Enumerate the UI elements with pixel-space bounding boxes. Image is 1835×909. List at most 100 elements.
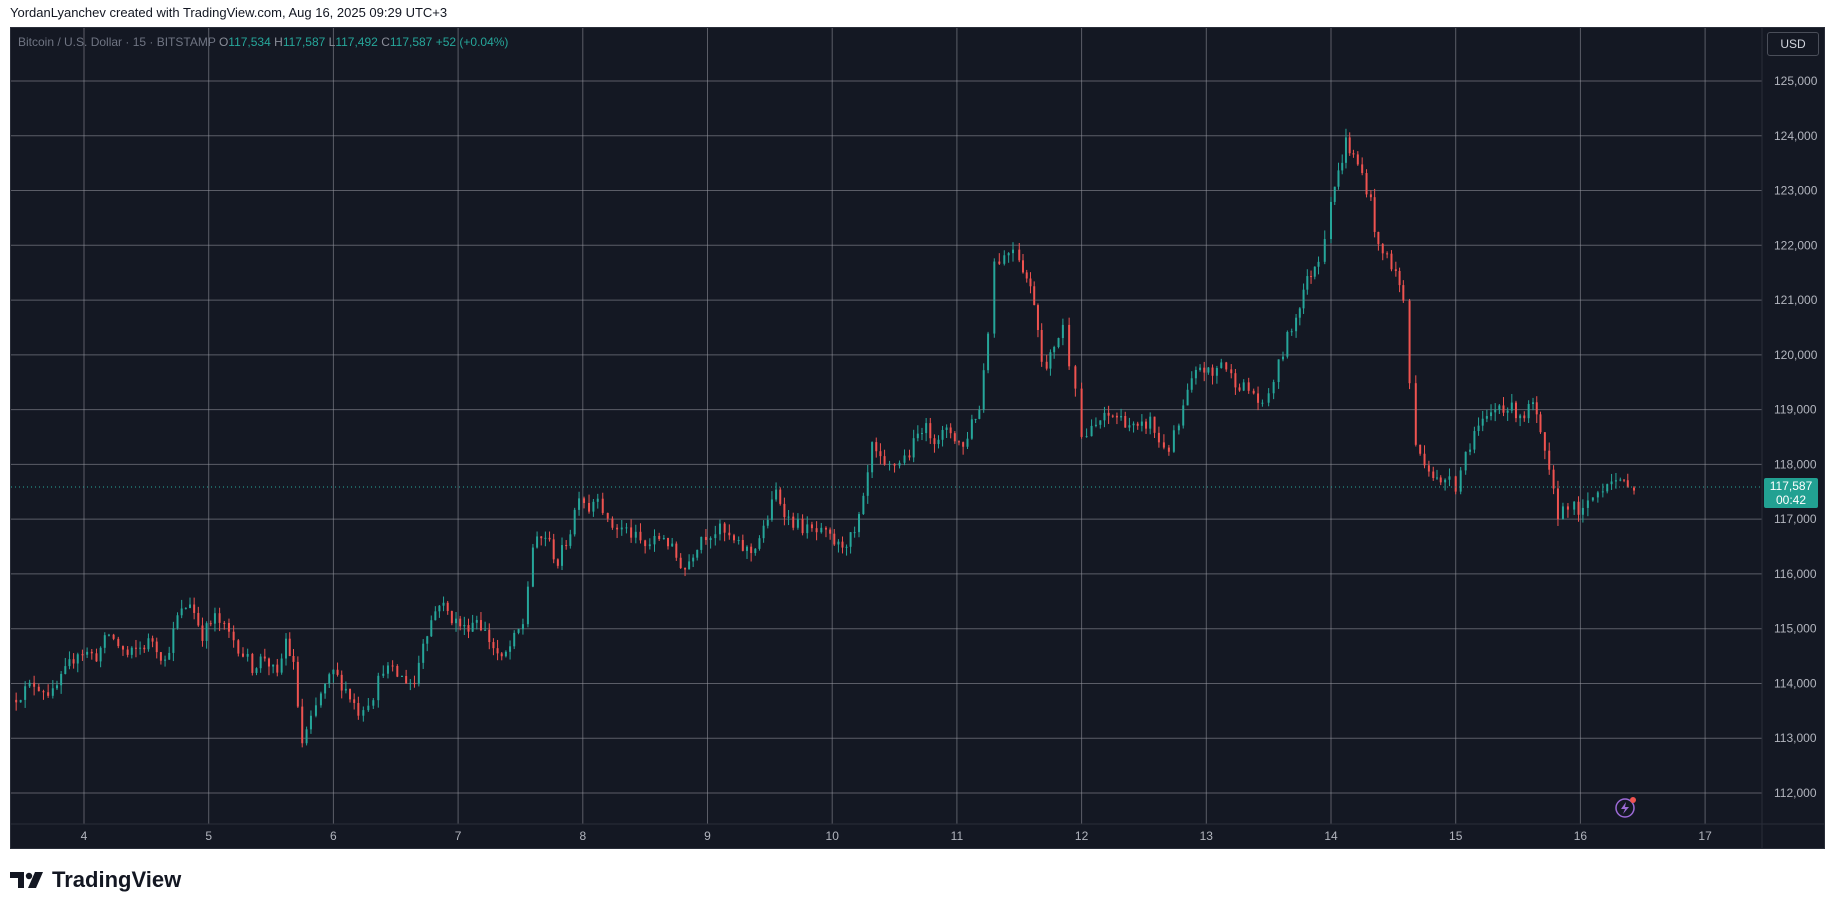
candle-body: [920, 433, 923, 435]
candle-body: [255, 668, 258, 673]
candle-body: [1423, 453, 1426, 466]
candle-body: [1074, 366, 1077, 389]
candle-body: [1591, 497, 1594, 501]
candle-body: [833, 533, 836, 545]
candle-body: [883, 456, 886, 465]
x-tick-label: 13: [1200, 829, 1214, 843]
candle-body: [556, 559, 559, 566]
candle-body: [1012, 249, 1015, 254]
candle-body: [1398, 270, 1401, 286]
candle-body: [871, 442, 874, 473]
candle-body: [362, 710, 365, 716]
candle-body: [386, 665, 389, 674]
candle-body: [1045, 361, 1048, 369]
candle-body: [143, 647, 146, 650]
candle-body: [1238, 387, 1241, 391]
overlay-layer: [11, 486, 1762, 818]
candle-body: [188, 604, 191, 608]
candle-body: [675, 543, 678, 558]
candle-body: [223, 622, 226, 624]
candle-body: [1527, 403, 1530, 419]
candle-body: [592, 501, 595, 512]
tradingview-logo[interactable]: TradingView: [10, 867, 181, 893]
candle-body: [718, 523, 721, 535]
candle-body: [500, 653, 503, 657]
candle-body: [783, 503, 786, 518]
currency-button[interactable]: USD: [1767, 32, 1819, 56]
candle-body: [1633, 487, 1636, 491]
x-tick-label: 12: [1075, 829, 1089, 843]
candle-body: [982, 370, 985, 410]
legend-open-key: O: [218, 35, 229, 49]
candle-body: [267, 658, 270, 667]
candle-body: [1361, 164, 1364, 174]
candle-body: [1225, 362, 1228, 370]
current-price-value: 117,587: [1769, 479, 1813, 493]
candle-body: [1459, 470, 1462, 492]
x-tick-label: 4: [81, 829, 88, 843]
candle-body: [1007, 253, 1010, 256]
candle-body: [1162, 442, 1165, 448]
candle-body: [513, 632, 516, 647]
candle-body: [1277, 359, 1280, 383]
candle-body: [1286, 331, 1289, 357]
candle-body: [438, 605, 441, 612]
y-tick-label: 122,000: [1774, 238, 1818, 252]
legend-low-value: 117,492: [335, 35, 378, 49]
legend-close-key: C: [381, 35, 390, 49]
candle-body: [64, 666, 67, 674]
candle-body: [1498, 405, 1501, 410]
candle-body: [1194, 369, 1197, 379]
candle-body: [916, 433, 919, 439]
candle-body: [849, 532, 852, 547]
candle-body: [276, 664, 279, 673]
candle-body: [700, 536, 703, 550]
candle-body: [218, 613, 221, 623]
candle-body: [1373, 197, 1376, 232]
candle-body: [357, 702, 360, 716]
candle-body: [504, 651, 507, 657]
candle-body: [81, 654, 84, 656]
candle-body: [796, 518, 799, 528]
candle-body: [47, 692, 50, 696]
candle-body: [653, 535, 656, 545]
legend-low-key: L: [328, 35, 336, 49]
candle-body: [962, 442, 965, 447]
candle-body: [353, 699, 356, 703]
candle-body: [671, 543, 674, 547]
candle-body: [662, 538, 665, 540]
candle-body: [775, 489, 778, 500]
candle-body: [314, 705, 317, 716]
candle-body: [1535, 402, 1538, 415]
candle-body: [531, 547, 534, 587]
candle-body: [1377, 231, 1380, 245]
candle-body: [1369, 194, 1372, 198]
candle-body: [1623, 479, 1626, 481]
candle-body: [1290, 331, 1293, 333]
candle-body: [1477, 425, 1480, 432]
candle-body: [288, 638, 291, 656]
candle-body: [1167, 447, 1170, 452]
y-tick-label: 118,000: [1774, 457, 1817, 471]
candle-body: [1464, 451, 1467, 471]
lightning-sparkle-icon: [1615, 797, 1636, 818]
candle-body: [1207, 367, 1210, 373]
candle-body: [409, 682, 412, 684]
candle-body: [737, 540, 740, 542]
x-tick-label: 10: [826, 829, 840, 843]
x-tick-label: 16: [1574, 829, 1588, 843]
candle-body: [1094, 424, 1097, 426]
candle-body: [569, 534, 572, 546]
legend-close-value: 117,587: [389, 35, 433, 49]
candle-body: [68, 659, 71, 667]
candle-body: [1333, 186, 1336, 202]
candle-body: [15, 699, 18, 703]
candle-body: [888, 463, 891, 465]
candle-body: [1281, 356, 1284, 360]
candle-body: [28, 682, 31, 687]
candle-body: [1128, 425, 1131, 428]
candle-body: [1302, 289, 1305, 309]
candle-body: [442, 602, 445, 606]
candle-body: [853, 532, 856, 534]
